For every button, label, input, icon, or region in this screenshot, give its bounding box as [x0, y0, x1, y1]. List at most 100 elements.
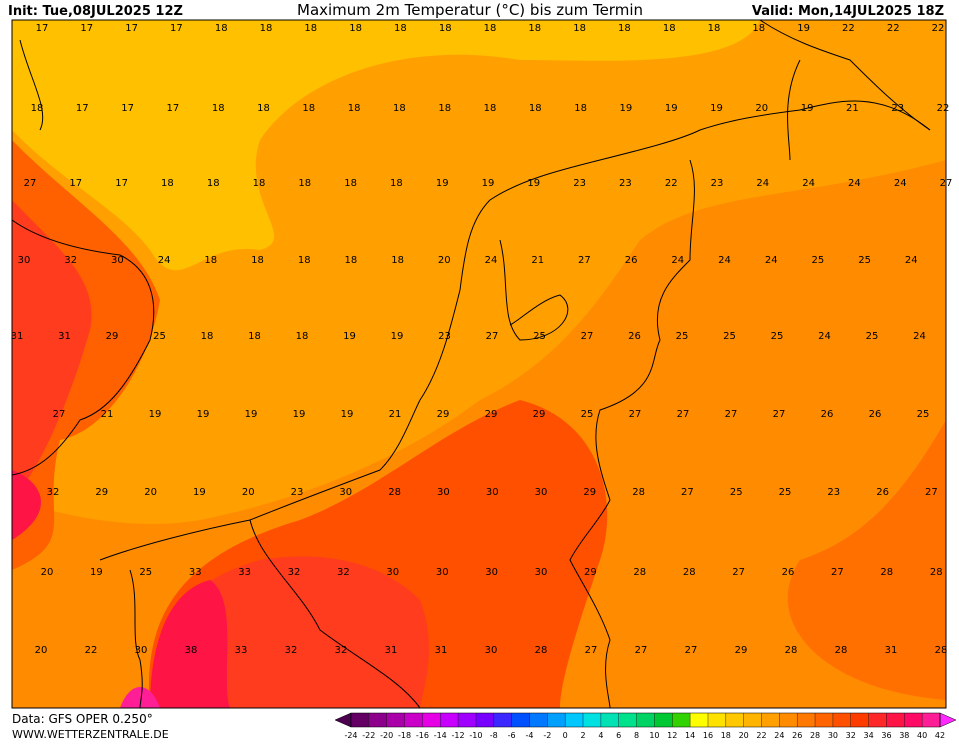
grid-value: 27 — [773, 409, 786, 420]
grid-value: 32 — [285, 645, 298, 656]
grid-value: 23 — [619, 178, 632, 189]
grid-value: 25 — [676, 331, 689, 342]
grid-value: 25 — [858, 255, 871, 266]
grid-value: 22 — [932, 23, 945, 34]
grid-value: 23 — [438, 331, 451, 342]
grid-value: 28 — [930, 567, 943, 578]
grid-value: 30 — [485, 567, 498, 578]
grid-value: 22 — [937, 103, 950, 114]
grid-value: 30 — [486, 487, 499, 498]
colorbar-label: -6 — [508, 731, 516, 740]
grid-value: 28 — [388, 487, 401, 498]
colorbar-high-arrow — [939, 712, 957, 728]
colorbar-label: 8 — [634, 731, 639, 740]
grid-value: 24 — [802, 178, 815, 189]
grid-value: 27 — [940, 178, 953, 189]
grid-value: 22 — [887, 23, 900, 34]
grid-value: 27 — [53, 409, 66, 420]
colorbar-label: 38 — [899, 731, 909, 740]
colorbar-bin — [386, 713, 405, 727]
grid-value: 27 — [24, 178, 37, 189]
grid-value: 17 — [170, 23, 183, 34]
grid-value: 30 — [18, 255, 31, 266]
colorbar-bin — [565, 713, 584, 727]
colorbar-bin — [351, 713, 369, 727]
colorbar-label: 0 — [563, 731, 568, 740]
grid-value: 18 — [394, 23, 407, 34]
colorbar-label: -16 — [416, 731, 429, 740]
colorbar-label: 20 — [739, 731, 749, 740]
grid-value: 27 — [581, 331, 594, 342]
colorbar-label: 40 — [917, 731, 927, 740]
grid-value: 19 — [665, 103, 678, 114]
grid-value: 30 — [535, 487, 548, 498]
colorbar-label: 10 — [649, 731, 659, 740]
colorbar-label: 4 — [598, 731, 603, 740]
grid-value: 26 — [821, 409, 834, 420]
grid-value: 26 — [876, 487, 889, 498]
colorbar-label: -10 — [469, 731, 482, 740]
colorbar-label: 34 — [864, 731, 874, 740]
grid-value: 29 — [583, 487, 596, 498]
colorbar-label: -8 — [490, 731, 498, 740]
colorbar-bin — [547, 713, 566, 727]
grid-value: 23 — [573, 178, 586, 189]
colorbar-bin — [743, 713, 762, 727]
colorbar-label: 26 — [792, 731, 802, 740]
colorbar-label: -12 — [452, 731, 465, 740]
grid-value: 18 — [253, 178, 266, 189]
website: WWW.WETTERZENTRALE.DE — [12, 728, 169, 741]
grid-value: 20 — [438, 255, 451, 266]
grid-value: 30 — [135, 645, 148, 656]
grid-value: 23 — [291, 487, 304, 498]
colorbar-bin — [618, 713, 637, 727]
grid-value: 27 — [685, 645, 698, 656]
grid-value: 19 — [245, 409, 258, 420]
grid-value: 20 — [35, 645, 48, 656]
colorbar-bin — [815, 713, 833, 727]
grid-value: 28 — [535, 645, 548, 656]
colorbar-label: 2 — [580, 731, 585, 740]
grid-value: 18 — [161, 178, 174, 189]
grid-value: 28 — [683, 567, 696, 578]
grid-value: 25 — [812, 255, 825, 266]
grid-value: 18 — [344, 178, 357, 189]
grid-value: 28 — [632, 487, 645, 498]
colorbar-label: 22 — [756, 731, 766, 740]
colorbar-label: -14 — [434, 731, 447, 740]
colorbar-bin — [458, 713, 476, 727]
grid-value: 17 — [80, 23, 93, 34]
grid-value: 32 — [64, 255, 77, 266]
grid-value: 20 — [242, 487, 255, 498]
colorbar-bin — [511, 713, 530, 727]
grid-value: 25 — [730, 487, 743, 498]
grid-value: 19 — [797, 23, 810, 34]
colorbar-bin — [672, 713, 691, 727]
grid-value: 19 — [149, 409, 162, 420]
grid-value: 26 — [625, 255, 638, 266]
grid-value: 28 — [785, 645, 798, 656]
colorbar-label: 18 — [721, 731, 731, 740]
map-title: Maximum 2m Temperatur (°C) bis zum Termi… — [297, 1, 643, 19]
grid-values: 17 17 17 17 18 18 18 18 18 18 18 18 18 18 18 18 18 19 22 22… — [11, 23, 953, 656]
grid-value: 24 — [848, 178, 861, 189]
colorbar-label: 32 — [846, 731, 856, 740]
colorbar-bin — [832, 713, 851, 727]
grid-value: 29 — [584, 567, 597, 578]
grid-value: 31 — [11, 331, 24, 342]
grid-value: 23 — [827, 487, 840, 498]
grid-value: 27 — [725, 409, 738, 420]
grid-value: 28 — [835, 645, 848, 656]
grid-value: 32 — [288, 567, 301, 578]
grid-value: 33 — [238, 567, 251, 578]
grid-value: 30 — [437, 487, 450, 498]
grid-value: 27 — [585, 645, 598, 656]
grid-value: 27 — [486, 331, 499, 342]
grid-value: 27 — [732, 567, 745, 578]
grid-value: 18 — [391, 255, 404, 266]
colorbar-label: 36 — [881, 731, 891, 740]
grid-value: 31 — [435, 645, 448, 656]
colorbar-label: 6 — [616, 731, 621, 740]
grid-value: 18 — [201, 331, 214, 342]
